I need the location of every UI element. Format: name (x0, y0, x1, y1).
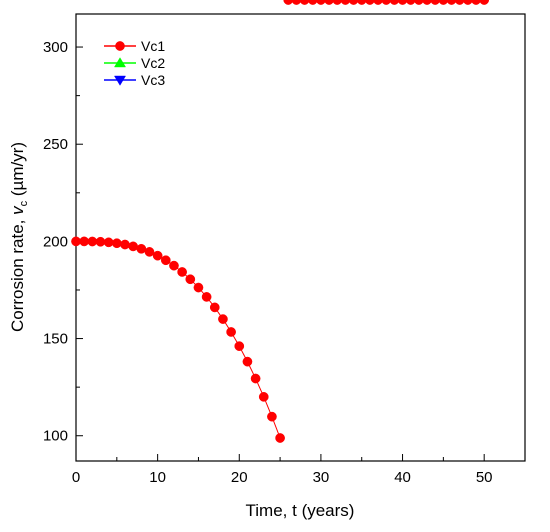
y-tick-label: 200 (43, 233, 68, 250)
data-point-vc1 (275, 433, 285, 443)
data-point-vc1 (128, 241, 138, 252)
legend-marker (115, 41, 125, 51)
legend-marker (114, 75, 126, 86)
data-point-vc1 (144, 247, 155, 257)
data-point-vc1 (414, 0, 424, 5)
x-tick-label: 40 (394, 469, 411, 486)
data-point-vc1 (463, 0, 473, 5)
data-point-vc1 (332, 0, 343, 5)
data-point-vc1 (479, 0, 490, 5)
data-point-vc1 (152, 250, 163, 261)
data-point-vc1 (242, 356, 253, 367)
data-point-vc1 (136, 243, 147, 254)
data-point-vc1 (324, 0, 334, 5)
data-point-vc1 (422, 0, 432, 5)
data-point-vc1 (299, 0, 310, 5)
data-point-vc1 (258, 391, 269, 402)
legend-marker (114, 57, 126, 68)
data-point-vc1 (307, 0, 318, 5)
data-point-vc1 (316, 0, 326, 5)
data-point-vc1 (348, 0, 359, 5)
x-tick-label: 20 (231, 469, 248, 486)
y-tick-label: 150 (43, 331, 68, 348)
y-axis-ticks: 100 150 200 250 300 (43, 39, 83, 445)
data-point-vc1 (430, 0, 441, 5)
data-point-vc1 (405, 0, 416, 5)
data-point-vc1 (397, 0, 408, 5)
y-axis-label: Corrosion rate, vc (µm/yr) (8, 142, 30, 332)
legend-item-vc1: Vc1 (104, 38, 165, 54)
legend-label: Vc1 (141, 38, 165, 54)
series-vc1 (71, 0, 490, 443)
data-point-vc1 (79, 236, 90, 247)
data-point-vc1 (373, 0, 383, 5)
data-point-vc1 (250, 373, 261, 384)
y-axis-label-suffix: (µm/yr) (8, 142, 27, 201)
data-point-vc1 (267, 411, 277, 422)
data-point-vc1 (365, 0, 375, 5)
data-point-vc1 (446, 0, 457, 5)
data-point-vc1 (120, 239, 130, 250)
x-tick-label: 30 (313, 469, 330, 486)
data-point-vc1 (185, 274, 196, 285)
data-point-vc1 (201, 292, 212, 302)
data-point-vc1 (283, 0, 294, 5)
legend-label: Vc2 (141, 55, 165, 71)
data-point-vc1 (438, 0, 449, 5)
data-point-vc1 (209, 302, 220, 313)
data-point-vc1 (381, 0, 392, 5)
x-tick-label: 10 (149, 469, 166, 486)
x-tick-label: 50 (476, 469, 493, 486)
data-point-vc1 (87, 236, 98, 247)
y-tick-label: 250 (43, 136, 68, 153)
data-point-vc1 (160, 255, 171, 266)
data-point-vc1 (218, 314, 228, 324)
legend-label: Vc3 (141, 72, 165, 88)
x-axis-label: Time, t (years) (246, 501, 355, 520)
data-point-vc1 (356, 0, 367, 5)
data-point-vc1 (471, 0, 481, 5)
series-layer (71, 0, 490, 443)
data-point-vc1 (95, 236, 106, 247)
data-point-vc1 (177, 267, 187, 277)
y-tick-label: 300 (43, 39, 68, 56)
data-point-vc1 (193, 282, 204, 293)
data-point-vc1 (226, 327, 236, 337)
x-tick-label: 0 (72, 469, 80, 486)
y-axis-label-symbol: v (8, 205, 27, 215)
legend-item-vc3: Vc3 (104, 72, 165, 88)
legend-item-vc2: Vc2 (104, 55, 165, 71)
data-point-vc1 (234, 341, 245, 351)
data-point-vc1 (111, 238, 122, 249)
y-axis-label-prefix: Corrosion rate, (8, 215, 27, 332)
y-axis-label-subscript: c (18, 200, 30, 206)
data-point-vc1 (389, 0, 400, 5)
data-point-vc1 (454, 0, 465, 5)
data-point-vc1 (291, 0, 302, 5)
data-point-vc1 (71, 236, 81, 247)
data-point-vc1 (340, 0, 351, 5)
data-point-vc1 (103, 237, 114, 248)
y-tick-label: 100 (43, 428, 68, 445)
data-point-vc1 (169, 260, 179, 271)
x-axis-ticks: 0 10 20 30 40 50 (72, 454, 526, 486)
